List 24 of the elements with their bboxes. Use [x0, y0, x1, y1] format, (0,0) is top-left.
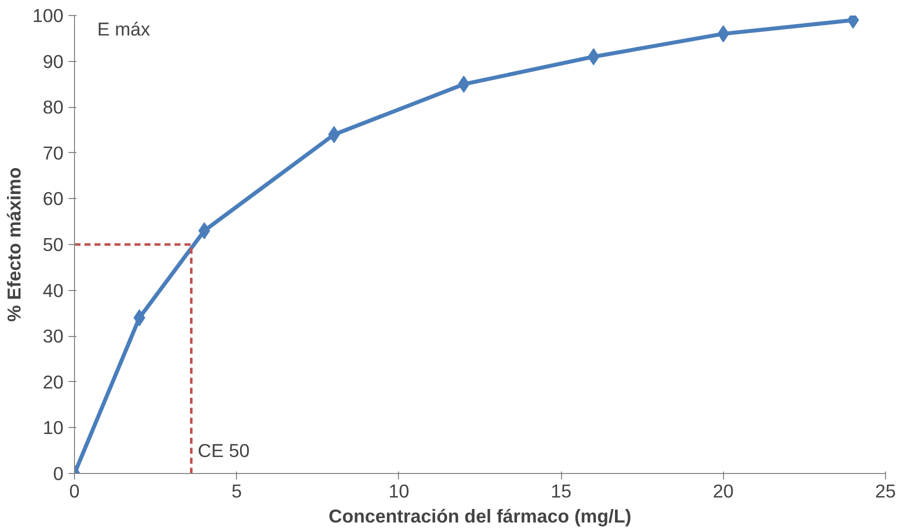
- x-tick-label: 0: [69, 480, 80, 502]
- x-tick-label: 10: [388, 480, 410, 502]
- y-tick-label: 100: [32, 5, 64, 26]
- annotation: E máx: [97, 18, 151, 40]
- point: [717, 25, 730, 42]
- y-tick-label: 40: [42, 280, 64, 301]
- y-tick-label: 70: [42, 142, 64, 164]
- x-axis-title: Concentración del fármaco (mg/L): [328, 506, 632, 526]
- x-tick-label: 5: [232, 480, 242, 502]
- point: [198, 222, 210, 240]
- x-tick-label: 20: [712, 480, 734, 502]
- y-tick-label: 60: [42, 188, 64, 210]
- y-tick-label: 10: [42, 417, 64, 438]
- y-tick-label: 50: [42, 234, 64, 255]
- y-tick-label: 20: [42, 371, 64, 392]
- point: [458, 76, 470, 93]
- y-tick-label: 80: [42, 96, 64, 118]
- annotation: CE 50: [198, 440, 250, 462]
- y-axis-title: % Efecto máximo: [3, 167, 24, 322]
- x-tick-label: 25: [875, 480, 896, 502]
- y-tick-label: 90: [42, 50, 64, 72]
- x-tick-label: 15: [550, 480, 572, 502]
- y-tick-label: 0: [53, 463, 64, 484]
- y-tick-label: 30: [42, 326, 64, 347]
